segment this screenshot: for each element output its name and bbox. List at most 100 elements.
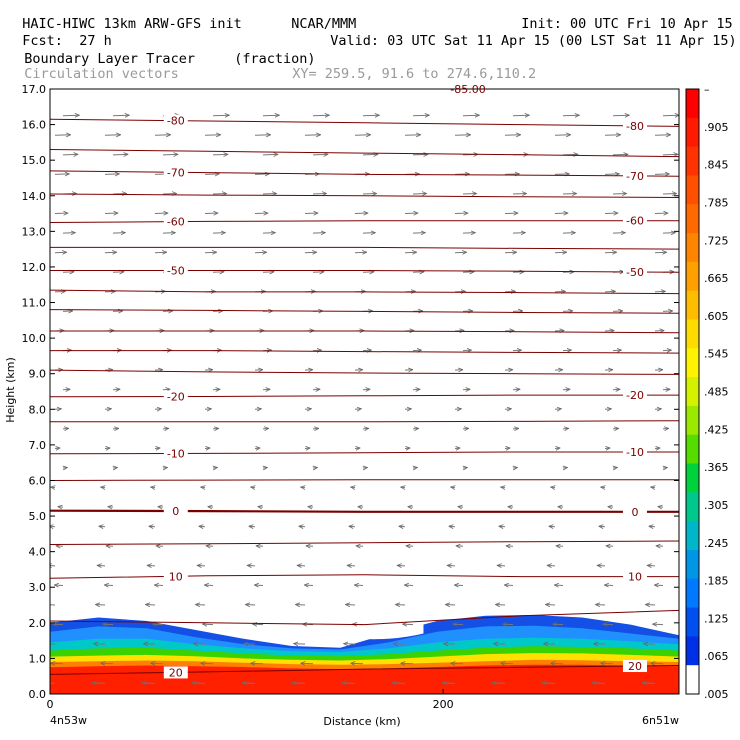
isotherm-label-bg (163, 447, 188, 460)
circulation-vector (454, 135, 471, 136)
circulation-vector (362, 115, 379, 116)
circulation-vector (62, 428, 69, 429)
circulation-vector (254, 135, 271, 136)
circulation-vector (147, 565, 156, 566)
isotherm-label: -70 (626, 170, 644, 183)
circulation-vector (62, 272, 74, 273)
circulation-vector (358, 507, 364, 508)
y-axis-title: Height (km) (4, 357, 17, 423)
circulation-vector (251, 663, 264, 664)
circulation-vector (262, 428, 269, 429)
circulation-vector (104, 370, 113, 371)
circulation-vector (599, 526, 606, 527)
circulation-vector (562, 428, 569, 429)
colorbar-swatch (686, 434, 699, 465)
y-tick-label: 7.0 (29, 439, 47, 452)
colorbar-label: .485 (704, 386, 729, 399)
circulation-vector (444, 644, 456, 645)
circulation-vector (399, 526, 406, 527)
x-end-location: 6n51w (642, 714, 679, 727)
circulation-vector (554, 448, 560, 449)
circulation-vector (456, 546, 464, 547)
circulation-vector (362, 272, 374, 273)
circulation-vector (412, 272, 424, 273)
circulation-vector (104, 174, 119, 175)
circulation-vector (504, 213, 518, 214)
isotherm-line (50, 451, 679, 455)
circulation-vector (101, 487, 105, 488)
isotherm-label: -60 (167, 216, 185, 229)
circulation-vector (256, 546, 264, 547)
circulation-vector (349, 526, 356, 527)
colorbar-swatch (686, 146, 699, 176)
circulation-vector (162, 154, 178, 155)
isotherm-label: -20 (626, 389, 644, 402)
circulation-vector (304, 448, 310, 449)
circulation-vector (662, 428, 669, 429)
circulation-vector (412, 193, 427, 194)
circulation-vector (654, 291, 665, 292)
circulation-vector (354, 448, 360, 449)
circulation-vector (112, 115, 129, 116)
colorbar-swatch (686, 492, 699, 522)
circulation-vector (512, 350, 521, 351)
isotherm-line (50, 574, 679, 579)
circulation-vector (156, 546, 164, 547)
isotherm-line (50, 193, 679, 198)
circulation-vector (312, 272, 324, 273)
circulation-vector (312, 389, 320, 390)
circulation-vector (206, 546, 214, 547)
circulation-vector (504, 252, 517, 253)
circulation-vector (654, 331, 664, 332)
isotherm-line (50, 509, 679, 513)
circulation-vector (649, 526, 656, 527)
circulation-vector (354, 252, 367, 253)
circulation-vector (554, 252, 567, 253)
circulation-vector (304, 370, 313, 371)
circulation-vector (94, 644, 106, 645)
circulation-vector (262, 272, 274, 273)
circulation-vector (592, 683, 606, 684)
circulation-vector (492, 683, 506, 684)
circulation-vector (504, 585, 514, 586)
circulation-vector (254, 252, 267, 253)
circulation-vector (212, 311, 223, 312)
circulation-vector (512, 311, 523, 312)
circulation-vector (442, 683, 456, 684)
y-tick-label: 12.0 (22, 261, 47, 274)
circulation-vector (454, 448, 460, 449)
y-tick-label: 3.0 (29, 581, 47, 594)
circulation-vector (204, 135, 221, 136)
isotherm-label: 10 (169, 570, 183, 583)
circulation-vector (158, 507, 164, 508)
circulation-vector (354, 585, 364, 586)
circulation-vector (195, 605, 206, 606)
circulation-vector (142, 683, 156, 684)
circulation-vector (112, 428, 119, 429)
colorbar-swatch (686, 233, 699, 263)
circulation-vector (304, 213, 318, 214)
isotherm-label: 10 (628, 571, 642, 584)
circulation-vector (304, 252, 317, 253)
colorbar-swatch (686, 319, 699, 349)
circulation-vector (54, 291, 65, 292)
circulation-vector (204, 174, 219, 175)
circulation-vector (454, 370, 463, 371)
valid-time: Valid: 03 UTC Sat 11 Apr 15 (00 LST Sat … (330, 33, 737, 49)
circulation-vector (263, 468, 267, 469)
circulation-vector (50, 643, 56, 645)
y-tick-label: 10.0 (22, 332, 47, 345)
y-tick-label: 9.0 (29, 368, 47, 381)
circulation-vector (462, 193, 477, 194)
circulation-vector (654, 585, 664, 586)
circulation-vector (551, 487, 555, 488)
y-tick-label: 4.0 (29, 546, 47, 559)
isotherm-line (50, 118, 679, 127)
isotherm-line (50, 220, 679, 223)
circulation-vector (645, 605, 656, 606)
circulation-vector (504, 370, 513, 371)
circulation-vector (54, 135, 71, 136)
circulation-vector (197, 565, 206, 566)
circulation-vector (301, 663, 314, 664)
circulation-vector (212, 272, 224, 273)
